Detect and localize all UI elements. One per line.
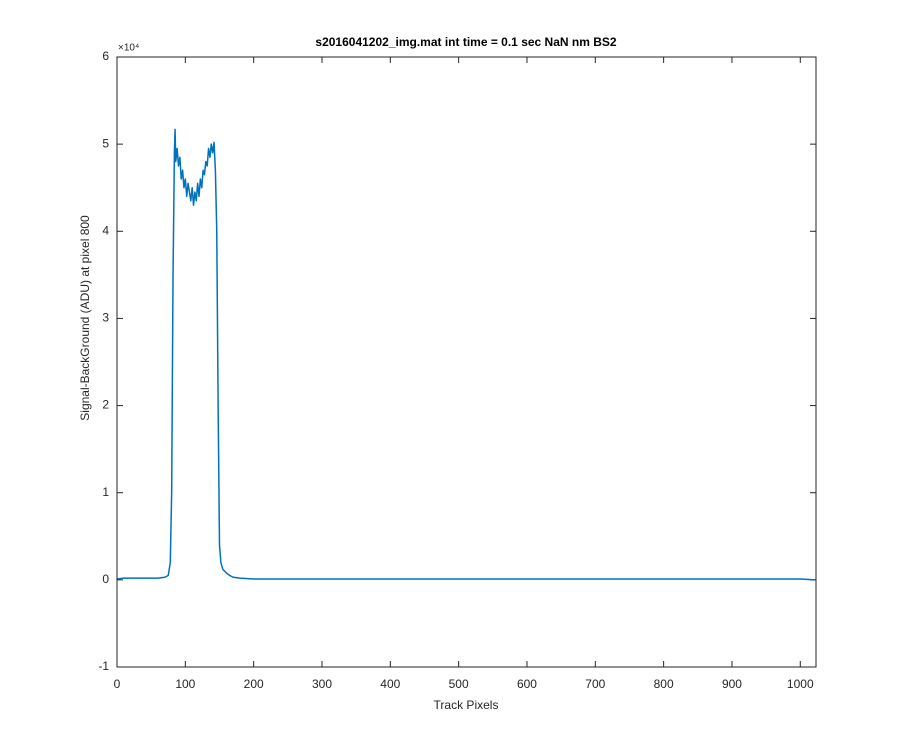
axes-box: [116, 56, 817, 668]
y-tick-label: 4: [102, 223, 109, 237]
y-tick-label: 6: [102, 49, 109, 63]
y-axis-label: Signal-BackGround (ADU) at pixel 800: [78, 215, 92, 421]
x-tick-label: 800: [654, 677, 674, 691]
x-tick-label: 700: [585, 677, 605, 691]
y-tick-label: 1: [102, 485, 109, 499]
x-axis-label: Track Pixels: [434, 698, 499, 712]
y-tick-label: 0: [102, 572, 109, 586]
x-tick-label: 900: [722, 677, 742, 691]
y-tick-label: -1: [98, 659, 109, 673]
y-tick-label: 2: [102, 398, 109, 412]
data-line: [116, 128, 817, 581]
x-tick-label: 0: [114, 677, 121, 691]
y-tick-label: 3: [102, 311, 109, 325]
x-tick-label: 300: [312, 677, 332, 691]
y-tick-label: 5: [102, 136, 109, 150]
x-tick-label: 100: [175, 677, 195, 691]
y-multiplier: ×10⁴: [118, 43, 139, 54]
x-tick-label: 1000: [787, 677, 814, 691]
x-tick-label: 200: [244, 677, 264, 691]
x-tick-label: 600: [517, 677, 537, 691]
chart-title: s2016041202_img.mat int time = 0.1 sec N…: [315, 35, 616, 49]
x-tick-label: 500: [449, 677, 469, 691]
x-tick-label: 400: [380, 677, 400, 691]
